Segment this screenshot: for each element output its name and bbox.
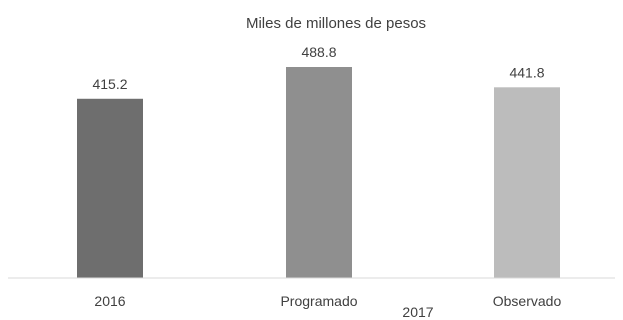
bar-programado — [286, 67, 352, 278]
category-label-observado: Observado — [493, 293, 562, 309]
category-label-programado: Programado — [280, 293, 357, 309]
chart-title: Miles de millones de pesos — [246, 15, 426, 32]
bars-group — [77, 67, 560, 279]
bar-observado — [494, 87, 560, 279]
value-label-2016: 415.2 — [92, 76, 127, 92]
category-label-2016: 2016 — [94, 293, 125, 309]
bar-2016 — [77, 98, 143, 278]
value-labels-group: 415.2 488.8 441.8 — [92, 44, 544, 92]
group-label: 2017 — [402, 304, 433, 320]
value-label-programado: 488.8 — [301, 44, 336, 60]
category-labels-group: 2016 Programado Observado — [94, 293, 561, 309]
value-label-observado: 441.8 — [509, 64, 544, 80]
